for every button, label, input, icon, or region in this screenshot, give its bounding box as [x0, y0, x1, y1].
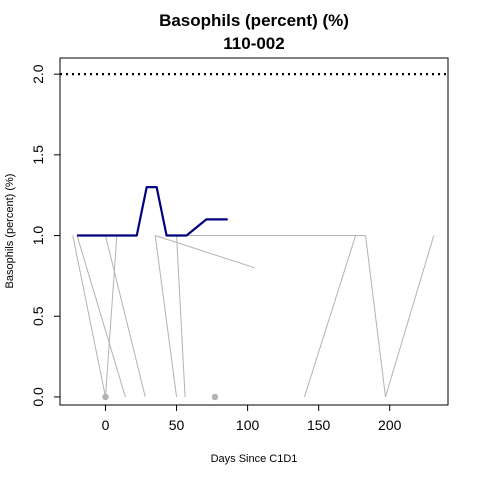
- background-lines: [72, 235, 435, 398]
- background-line-3: [104, 235, 118, 397]
- data-point-0: [102, 393, 109, 401]
- background-line-0: [72, 235, 106, 398]
- background-line-4: [154, 235, 178, 397]
- x-axis-label: Days Since C1D1: [211, 453, 298, 465]
- background-line-10: [384, 235, 435, 398]
- y-tick-label-0: 0.0: [30, 387, 46, 407]
- x-tick-label-0: 0: [102, 417, 110, 433]
- background-line-5: [176, 235, 186, 397]
- background-line-9: [365, 235, 386, 397]
- plot-frame: [59, 57, 449, 406]
- highlight-series-line: [77, 186, 228, 237]
- background-line-6: [155, 235, 255, 269]
- y-tick-label-1: 0.5: [30, 306, 46, 326]
- points-group: [102, 393, 219, 401]
- background-line-8: [303, 235, 357, 398]
- y-tick-label-3: 1.5: [30, 145, 46, 165]
- chart-subtitle: 110-002: [223, 34, 284, 53]
- x-tick-label-1: 50: [169, 417, 185, 433]
- background-line-2: [104, 235, 146, 398]
- x-tick-label-3: 150: [307, 417, 331, 433]
- y-axis-label: Basophils (percent) (%): [4, 174, 16, 289]
- x-axis: 0 50 100 150 200: [102, 404, 402, 433]
- highlight-series-group: [77, 186, 228, 237]
- background-line-1: [76, 235, 126, 398]
- chart-title: Basophils (percent) (%): [159, 11, 349, 30]
- x-tick-label-2: 100: [236, 417, 260, 433]
- y-axis: 0.0 0.5 1.0 1.5 2.0: [30, 64, 61, 407]
- data-point-1: [211, 393, 219, 401]
- y-tick-label-2: 1.0: [30, 226, 46, 246]
- y-tick-label-4: 2.0: [30, 64, 46, 84]
- x-tick-label-4: 200: [378, 417, 402, 433]
